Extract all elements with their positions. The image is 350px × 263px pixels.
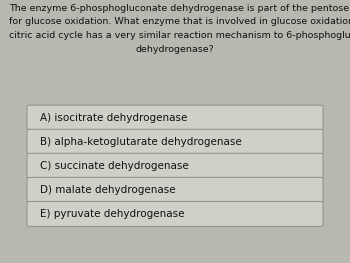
Text: B) alpha-ketoglutarate dehydrogenase: B) alpha-ketoglutarate dehydrogenase: [40, 137, 242, 147]
FancyBboxPatch shape: [27, 153, 323, 178]
FancyBboxPatch shape: [27, 201, 323, 226]
FancyBboxPatch shape: [27, 129, 323, 154]
Text: citric acid cycle has a very similar reaction mechanism to 6-phosphogluconate: citric acid cycle has a very similar rea…: [9, 31, 350, 40]
Text: dehydrogenase?: dehydrogenase?: [136, 45, 214, 54]
Text: C) succinate dehydrogenase: C) succinate dehydrogenase: [40, 161, 189, 171]
FancyBboxPatch shape: [27, 177, 323, 203]
FancyBboxPatch shape: [27, 105, 323, 130]
Text: The enzyme 6-phosphogluconate dehydrogenase is part of the pentose pathway: The enzyme 6-phosphogluconate dehydrogen…: [9, 4, 350, 13]
Text: E) pyruvate dehydrogenase: E) pyruvate dehydrogenase: [40, 209, 185, 219]
Text: A) isocitrate dehydrogenase: A) isocitrate dehydrogenase: [40, 113, 188, 123]
Text: for glucose oxidation. What enzyme that is involved in glucose oxidation by the: for glucose oxidation. What enzyme that …: [9, 17, 350, 26]
Text: D) malate dehydrogenase: D) malate dehydrogenase: [40, 185, 176, 195]
